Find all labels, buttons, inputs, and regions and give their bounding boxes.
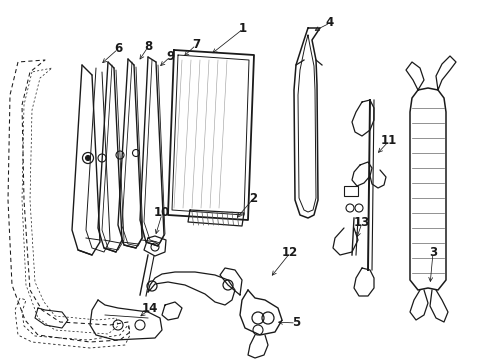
Text: 1: 1: [239, 22, 247, 35]
Text: 12: 12: [282, 246, 298, 258]
Text: 7: 7: [192, 37, 200, 50]
Text: 2: 2: [249, 192, 257, 204]
Text: 5: 5: [292, 315, 300, 328]
Circle shape: [85, 156, 91, 161]
Text: 9: 9: [166, 49, 174, 63]
Bar: [344, 186, 358, 196]
Text: 10: 10: [154, 207, 170, 220]
Text: 13: 13: [354, 216, 370, 229]
Text: 11: 11: [381, 134, 397, 147]
Text: 8: 8: [144, 40, 152, 53]
Text: 4: 4: [326, 15, 334, 28]
Text: 3: 3: [429, 246, 437, 258]
Text: 6: 6: [114, 41, 122, 54]
Text: 14: 14: [142, 302, 158, 315]
